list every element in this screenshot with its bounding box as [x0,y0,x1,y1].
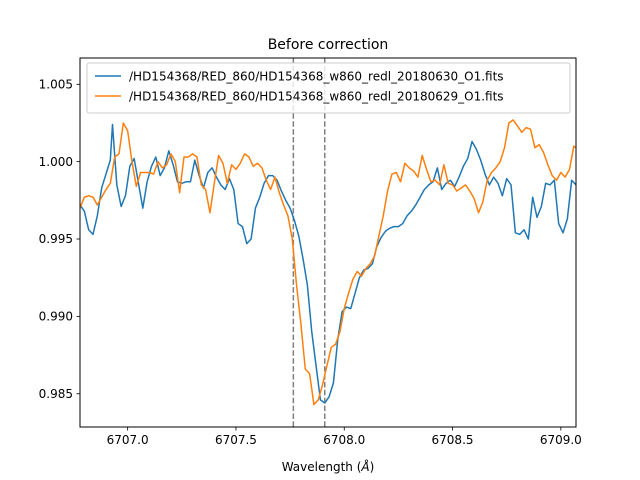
legend-box [86,62,571,114]
x-axis-label: Wavelength (Å) [282,459,375,474]
x-tick-label-2: 6708.0 [323,433,365,447]
y-tick-label-1: 0.990 [39,310,73,324]
y-tick-label-0: 0.985 [39,387,73,401]
y-axis-ticks: 0.985 0.990 0.995 1.000 1.005 [39,78,80,401]
y-tick-label-4: 1.005 [39,78,73,92]
series-line-1 [80,119,576,406]
legend-entries: /HD154368/RED_860/HD154368_w860_redl_201… [95,69,504,103]
legend: /HD154368/RED_860/HD154368_w860_redl_201… [86,62,571,114]
y-tick-label-2: 0.995 [39,232,73,246]
plot-frame [79,57,577,428]
x-tick-label-3: 6708.5 [432,433,474,447]
legend-label-1: /HD154368/RED_860/HD154368_w860_redl_201… [129,89,504,103]
x-tick-label-0: 6707.0 [107,433,149,447]
x-axis-label-unit: Å [360,459,369,474]
x-tick-label-1: 6707.5 [215,433,257,447]
x-axis-label-text: Wavelength ( [282,460,362,474]
reference-lines [292,58,326,427]
x-axis-label-close: ) [370,460,375,474]
series-lines [80,119,576,406]
x-tick-label-4: 6709.0 [540,433,582,447]
series-line-0 [80,123,576,404]
y-tick-label-3: 1.000 [39,155,73,169]
legend-label-0: /HD154368/RED_860/HD154368_w860_redl_201… [129,69,504,83]
chart-title: Before correction [268,37,389,53]
x-axis-ticks: 6707.0 6707.5 6708.0 6708.5 6709.0 [107,427,582,447]
plot-area [80,58,576,427]
